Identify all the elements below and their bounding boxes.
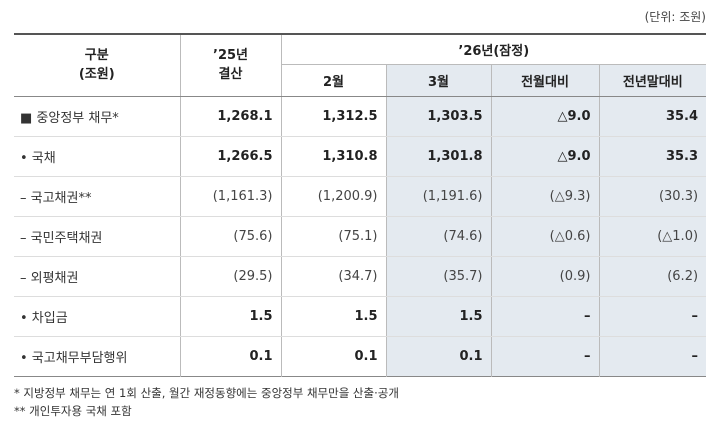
row-value: 1,268.1 <box>179 96 281 137</box>
table-row: ■ 중앙정부 채무* 1,268.1 1,312.5 1,303.5 △9.0 35.4 <box>14 96 707 137</box>
row-value: (△0.6) <box>490 216 599 257</box>
row-label: • 차입금 <box>14 296 180 337</box>
table-row: • 국채 1,266.5 1,310.8 1,301.8 △9.0 35.3 <box>14 136 707 177</box>
row-value: 1,310.8 <box>280 136 386 177</box>
row-value: (1,191.6) <box>385 176 491 217</box>
row-value: (6.2) <box>598 256 707 297</box>
table-row: • 국고채무부담행위 0.1 0.1 0.1– – <box>14 336 707 376</box>
row-value: △9.0 <box>490 136 599 177</box>
row-value: (△1.0) <box>598 216 707 257</box>
row-value: (75.6) <box>179 216 281 257</box>
row-label: ■ 중앙정부 채무* <box>14 96 180 137</box>
row-value: (74.6) <box>385 216 491 257</box>
row-value: 35.3 <box>598 136 707 177</box>
row-value: 1,312.5 <box>280 96 386 137</box>
row-value: 0.1 <box>280 336 386 376</box>
header-category-line2: (조원) <box>78 67 115 83</box>
row-value: – <box>598 296 707 337</box>
header-2025: ’25년 결산 <box>179 34 281 97</box>
row-value: 0.1 <box>179 336 281 376</box>
header-category-line1: 구분 <box>84 48 109 64</box>
row-value: (1,161.3) <box>179 176 281 217</box>
row-value: – <box>598 336 707 376</box>
table-row: – 국고채권** (1,161.3) (1,200.9) (1,191.6) (△9.3… <box>14 176 707 217</box>
header-2025-line1: ’25년 <box>213 48 248 64</box>
row-value: – <box>490 296 599 337</box>
unit-label: (단위: 조원) <box>644 10 706 24</box>
row-value: (30.3) <box>598 176 707 217</box>
row-value: △9.0 <box>490 96 599 137</box>
row-value: (△9.3) <box>490 176 599 217</box>
row-value: (35.7) <box>385 256 491 297</box>
row-value: 1.5 <box>179 296 281 337</box>
header-2025-line2: 결산 <box>218 67 243 83</box>
table-row: – 외평채권 (29.5) (34.7) (35.7) (0.9) (6.2) <box>14 256 707 297</box>
row-label: – 국민주택채권 <box>14 216 180 257</box>
header-yoy: 전년말대비 <box>598 64 707 97</box>
row-value: (75.1) <box>280 216 386 257</box>
table-row: • 차입금 1.5 1.5 1.5– – <box>14 296 707 337</box>
footnote-2: ** 개인투자용 국채 포함 <box>14 404 132 418</box>
header-category: 구분 (조원) <box>14 34 180 97</box>
footnotes: * 지방정부 채무는 연 1회 산출, 월간 재정동향에는 중앙정부 채무만을 … <box>14 384 399 420</box>
row-value: – <box>490 336 599 376</box>
footnote-1: * 지방정부 채무는 연 1회 산출, 월간 재정동향에는 중앙정부 채무만을 … <box>14 386 399 400</box>
debt-table: 구분 (조원) ’25년 결산 ’26년(잠정) 2월 3월 전월대비 전년말대… <box>14 33 707 377</box>
row-label: • 국채 <box>14 136 180 177</box>
row-value: (0.9) <box>490 256 599 297</box>
row-value: 0.1 <box>385 336 491 376</box>
row-value: 1.5 <box>280 296 386 337</box>
row-value: 35.4 <box>598 96 707 137</box>
header-feb: 2월 <box>280 64 386 97</box>
row-value: 1.5 <box>385 296 491 337</box>
row-label: – 국고채권** <box>14 176 180 217</box>
row-value: 1,301.8 <box>385 136 491 177</box>
row-value: 1,303.5 <box>385 96 491 137</box>
header-mar: 3월 <box>385 64 491 97</box>
row-label: – 외평채권 <box>14 256 180 297</box>
row-value: (29.5) <box>179 256 281 297</box>
header-2026: ’26년(잠정) <box>280 34 707 65</box>
table-row: – 국민주택채권 (75.6) (75.1) (74.6) (△0.6) (△1.0) <box>14 216 707 257</box>
row-label: • 국고채무부담행위 <box>20 350 128 366</box>
row-value: (1,200.9) <box>280 176 386 217</box>
row-value: 1,266.5 <box>179 136 281 177</box>
header-mom: 전월대비 <box>490 64 599 97</box>
row-value: (34.7) <box>280 256 386 297</box>
